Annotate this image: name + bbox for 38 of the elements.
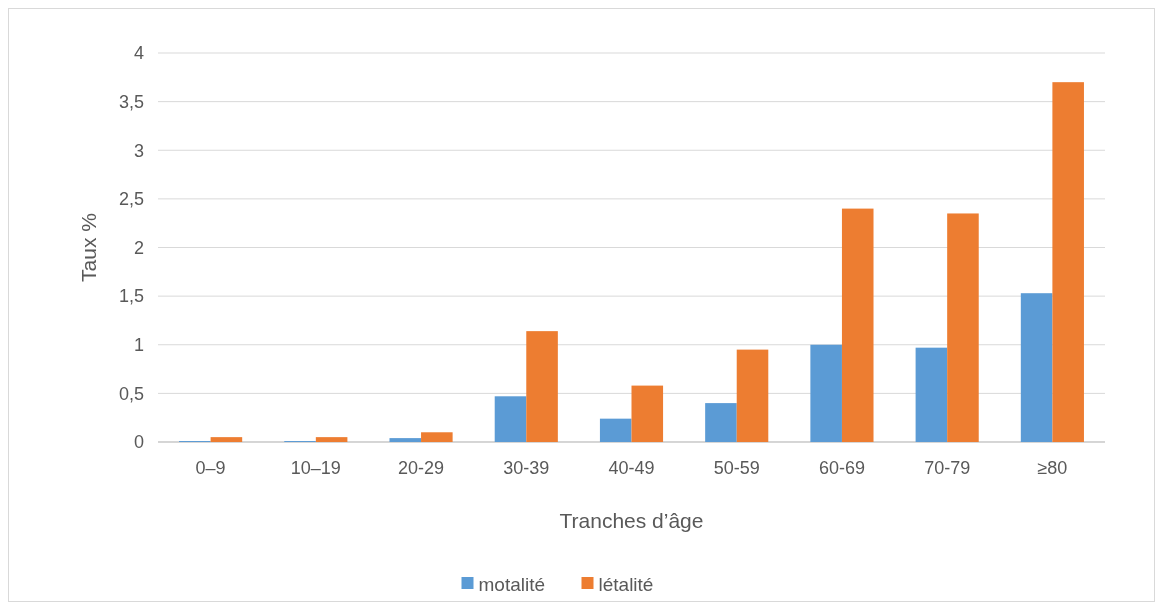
y-tick-label: 2 [133, 237, 144, 258]
bar [210, 437, 243, 442]
bar [1020, 293, 1053, 442]
bar [389, 438, 422, 442]
legend-label: létalité [598, 573, 654, 595]
y-tick-label: 0,5 [118, 383, 144, 404]
x-tick-label: 60-69 [818, 458, 865, 478]
y-tick-label: 0 [133, 432, 144, 453]
x-axis-title: Tranches d’âge [559, 509, 704, 532]
x-tick-label: ≥80 [1037, 458, 1068, 478]
x-tick-label: 50-59 [713, 458, 760, 478]
y-tick-label: 1 [133, 335, 144, 356]
x-tick-label: 40-49 [608, 458, 655, 478]
bar [631, 385, 664, 442]
bar [810, 344, 842, 442]
bar [915, 347, 948, 442]
x-tick-label: 10–19 [290, 458, 341, 478]
y-axis-title: Taux % [77, 213, 100, 282]
bar [1052, 82, 1084, 442]
bar [736, 349, 769, 442]
bar [947, 213, 979, 442]
bar [526, 331, 558, 442]
y-tick-label: 1,5 [118, 286, 144, 307]
y-tick-label: 3,5 [118, 91, 144, 112]
x-tick-label: 20-29 [398, 458, 445, 478]
bar [841, 208, 874, 442]
x-tick-label: 70-79 [924, 458, 971, 478]
bar [421, 432, 453, 442]
bar [315, 437, 348, 442]
bar [494, 396, 527, 442]
y-tick-label: 3 [133, 140, 144, 161]
legend-label: motalité [478, 573, 546, 595]
x-tick-label: 30-39 [503, 458, 550, 478]
bar [705, 403, 737, 442]
x-tick-label: 0–9 [195, 458, 226, 478]
y-tick-label: 4 [133, 43, 144, 64]
bar [599, 418, 632, 442]
y-tick-label: 2,5 [118, 189, 144, 210]
